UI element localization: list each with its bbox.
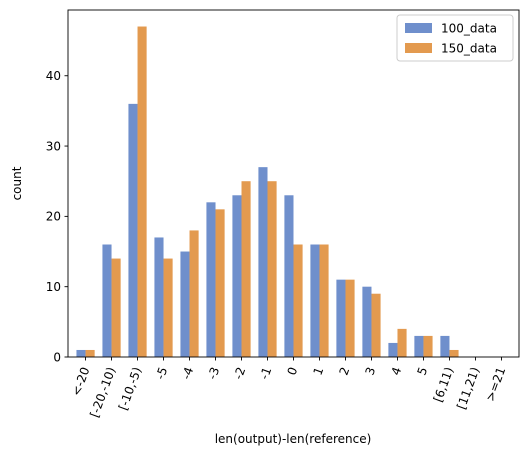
bar-150_data-10 (345, 279, 355, 357)
legend-swatch-100_data (405, 23, 432, 33)
bar-100_data-9 (310, 244, 320, 357)
bar-100_data-3 (154, 237, 164, 357)
x-tick-label-9: 1 (311, 365, 327, 377)
plot-frame (67, 9, 520, 358)
y-tick-label-1: 10 (46, 280, 61, 294)
x-tick-label-3: -5 (153, 365, 170, 381)
bar-100_data-13 (414, 335, 424, 357)
bar-100_data-12 (388, 342, 398, 357)
bar-150_data-2 (137, 26, 147, 358)
legend: 100_data 150_data (396, 14, 514, 62)
x-tick-label-14: [6,11) (431, 365, 457, 404)
x-tick-label-1: [-20,-10) (87, 365, 118, 419)
bar-100_data-10 (336, 279, 346, 357)
bar-150_data-0 (85, 349, 95, 357)
bars-layer (76, 26, 459, 358)
bar-150_data-8 (293, 244, 303, 357)
bar-150_data-1 (111, 258, 121, 357)
bar-100_data-11 (362, 286, 372, 357)
bar-150_data-11 (371, 293, 381, 357)
bar-100_data-7 (258, 167, 268, 357)
x-tick-label-5: -3 (205, 365, 222, 381)
bar-150_data-7 (267, 181, 277, 357)
x-tick-label-15: [11,21) (454, 365, 482, 411)
bar-100_data-4 (180, 251, 190, 357)
y-tick-label-4: 40 (46, 69, 61, 83)
bar-150_data-14 (449, 349, 459, 357)
bar-150_data-6 (241, 181, 251, 357)
x-tick-label-0: <-20 (69, 365, 92, 398)
bar-100_data-14 (440, 335, 450, 357)
x-tick-label-16: >=21 (483, 365, 508, 403)
x-tick-label-7: -1 (257, 365, 274, 381)
y-axis: 0 10 20 30 40 (46, 69, 68, 364)
x-tick-label-6: -2 (231, 365, 248, 381)
bar-150_data-12 (397, 328, 407, 357)
x-axis-label: len(output)-len(reference) (215, 432, 372, 446)
bar-100_data-8 (284, 195, 294, 357)
bar-100_data-6 (232, 195, 242, 357)
bar-150_data-5 (215, 209, 225, 357)
y-tick-label-0: 0 (53, 350, 61, 364)
y-axis-label: count (10, 166, 24, 200)
legend-label-100_data: 100_data (441, 22, 497, 36)
bar-150_data-4 (189, 230, 199, 357)
bar-100_data-5 (206, 202, 216, 357)
x-tick-label-12: 4 (389, 365, 405, 377)
bar-100_data-1 (102, 244, 112, 357)
x-tick-label-11: 3 (363, 365, 379, 377)
x-tick-label-10: 2 (337, 365, 353, 377)
y-tick-label-2: 20 (46, 210, 61, 224)
x-tick-label-2: [-10,-5) (116, 365, 144, 412)
x-tick-label-13: 5 (415, 365, 431, 377)
x-axis: <-20[-20,-10)[-10,-5) -5 -4 -3 -2 -1 0 1 2 3 4 5 [6,… (69, 357, 508, 419)
legend-label-150_data: 150_data (441, 42, 497, 56)
bar-100_data-2 (128, 103, 138, 358)
bar-150_data-3 (163, 258, 173, 357)
y-tick-label-3: 30 (46, 139, 61, 153)
x-tick-label-8: 0 (285, 365, 301, 377)
bar-150_data-9 (319, 244, 329, 357)
legend-swatch-150_data (405, 43, 432, 53)
x-tick-label-4: -4 (179, 365, 196, 381)
bar-100_data-0 (76, 349, 86, 357)
bar-150_data-13 (423, 335, 433, 357)
